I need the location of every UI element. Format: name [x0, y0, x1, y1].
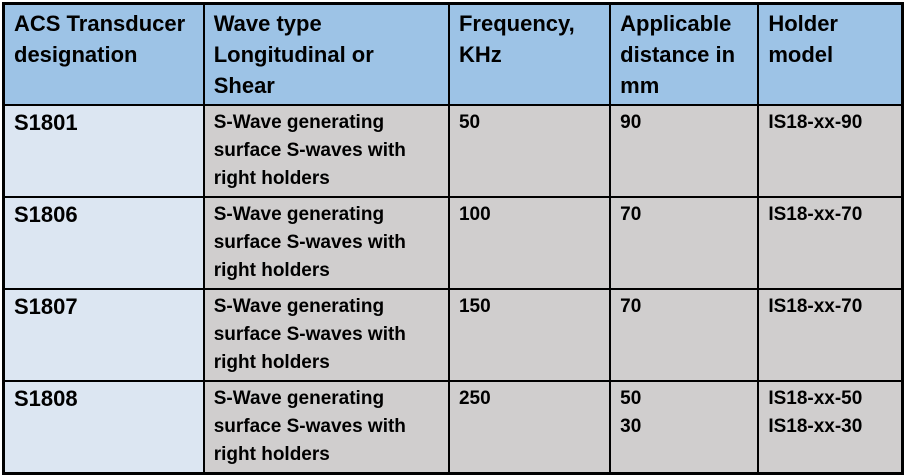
header-line: KHz	[458, 42, 502, 67]
cell-wave-type: S-Wave generating surface S-waves with r…	[202, 288, 450, 382]
holder-model-value: IS18-xx-50	[768, 388, 863, 409]
cell-line: S-Wave generating	[213, 204, 385, 225]
frequency-value: 50	[458, 112, 481, 133]
cell-designation: S1801	[2, 104, 205, 198]
header-cell-holder-model: Holder model	[757, 2, 904, 106]
frequency-value: 100	[458, 204, 491, 225]
header-line: mm	[620, 73, 660, 98]
cell-holder-model: IS18-xx-90	[757, 104, 904, 198]
designation-value: S1808	[14, 386, 78, 411]
cell-line: S-Wave generating	[213, 296, 385, 317]
distance-value: 70	[620, 204, 642, 225]
header-line: distance in	[620, 42, 736, 67]
header-line: designation	[14, 42, 138, 67]
cell-wave-type: S-Wave generating surface S-waves with r…	[202, 380, 450, 475]
holder-model-value: IS18-xx-70	[768, 204, 863, 225]
table-row: S1806 S-Wave generating surface S-waves …	[2, 196, 904, 290]
cell-line: right holders	[213, 352, 330, 373]
header-line: Shear	[213, 73, 275, 98]
cell-line: surface S-waves with	[213, 416, 406, 437]
cell-line: S-Wave generating	[213, 112, 385, 133]
holder-model-value: IS18-xx-90	[768, 112, 863, 133]
cell-frequency: 50	[447, 104, 612, 198]
header-cell-frequency: Frequency, KHz	[447, 2, 612, 106]
table-header-row: ACS Transducer designation Wave type Lon…	[2, 2, 904, 106]
header-line: Applicable	[620, 11, 732, 36]
frequency-value: 250	[458, 388, 491, 409]
designation-value: S1807	[14, 294, 78, 319]
header-cell-wave-type: Wave type Longitudinal or Shear	[202, 2, 450, 106]
cell-holder-model: IS18-xx-50 IS18-xx-30	[757, 380, 904, 475]
cell-wave-type: S-Wave generating surface S-waves with r…	[202, 104, 450, 198]
designation-value: S1806	[14, 202, 78, 227]
header-line: Holder	[768, 11, 838, 36]
distance-value: 50	[620, 388, 642, 409]
header-line: Longitudinal or	[213, 42, 374, 67]
cell-distance: 70	[609, 288, 760, 382]
cell-holder-model: IS18-xx-70	[757, 288, 904, 382]
header-line: ACS Transducer	[14, 11, 186, 36]
cell-line: right holders	[213, 444, 330, 465]
cell-holder-model: IS18-xx-70	[757, 196, 904, 290]
cell-line: right holders	[213, 168, 330, 189]
header-line: model	[768, 42, 834, 67]
table-row: S1808 S-Wave generating surface S-waves …	[2, 380, 904, 475]
cell-designation: S1808	[2, 380, 205, 475]
header-line: Wave type	[213, 11, 322, 36]
table-row: S1801 S-Wave generating surface S-waves …	[2, 104, 904, 198]
cell-line: right holders	[213, 260, 330, 281]
holder-model-value: IS18-xx-70	[768, 296, 863, 317]
cell-designation: S1806	[2, 196, 205, 290]
cell-distance: 50 30	[609, 380, 760, 475]
cell-distance: 70	[609, 196, 760, 290]
distance-value: 70	[620, 296, 642, 317]
cell-distance: 90	[609, 104, 760, 198]
cell-line: surface S-waves with	[213, 324, 406, 345]
frequency-value: 150	[458, 296, 491, 317]
cell-wave-type: S-Wave generating surface S-waves with r…	[202, 196, 450, 290]
cell-designation: S1807	[2, 288, 205, 382]
cell-frequency: 150	[447, 288, 612, 382]
cell-line: surface S-waves with	[213, 232, 406, 253]
cell-line: S-Wave generating	[213, 388, 385, 409]
header-cell-designation: ACS Transducer designation	[2, 2, 205, 106]
cell-frequency: 100	[447, 196, 612, 290]
table-row: S1807 S-Wave generating surface S-waves …	[2, 288, 904, 382]
distance-value: 90	[620, 112, 642, 133]
header-line: Frequency,	[458, 11, 575, 36]
cell-line: surface S-waves with	[213, 140, 406, 161]
header-cell-distance: Applicable distance in mm	[609, 2, 760, 106]
designation-value: S1801	[14, 110, 78, 135]
distance-value: 30	[620, 416, 642, 437]
cell-frequency: 250	[447, 380, 612, 475]
holder-model-value: IS18-xx-30	[768, 416, 863, 437]
